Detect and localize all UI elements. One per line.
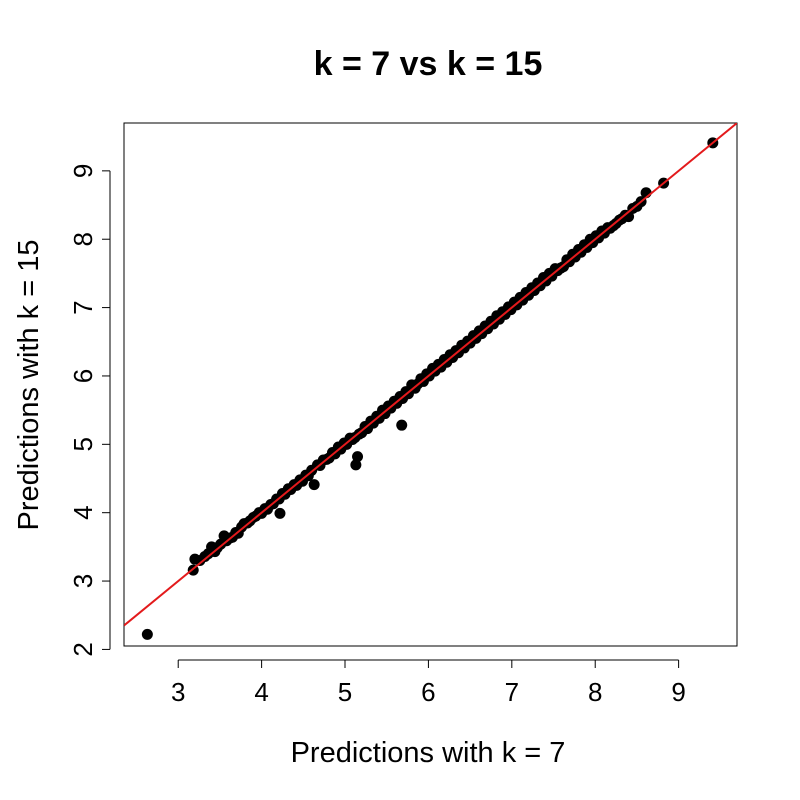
data-points (141, 137, 719, 640)
y-tick-label: 8 (68, 232, 98, 246)
y-axis: 2 3 4 5 6 7 8 9 (68, 164, 111, 657)
data-point (396, 419, 408, 431)
x-axis: 3 4 5 6 7 8 9 (171, 659, 686, 707)
data-point (350, 459, 362, 471)
plot-frame (123, 122, 738, 647)
y-tick-label: 7 (68, 300, 98, 314)
identity-reference-line (124, 123, 737, 627)
data-point (352, 451, 364, 463)
x-tick-label: 5 (338, 677, 352, 707)
y-tick-label: 2 (68, 642, 98, 656)
x-tick-label: 3 (171, 677, 185, 707)
x-tick-label: 6 (421, 677, 435, 707)
y-tick-label: 5 (68, 437, 98, 451)
chart-title: k = 7 vs k = 15 (314, 45, 543, 83)
y-tick-label: 6 (68, 369, 98, 383)
data-point (308, 479, 320, 491)
data-point (274, 507, 286, 519)
y-axis-label: Predictions with k = 15 (13, 240, 45, 531)
x-tick-label: 4 (254, 677, 268, 707)
y-tick-label: 4 (68, 505, 98, 519)
x-tick-label: 9 (671, 677, 685, 707)
y-tick-label: 3 (68, 574, 98, 588)
x-tick-label: 7 (505, 677, 519, 707)
x-tick-label: 8 (588, 677, 602, 707)
x-axis-label: Predictions with k = 7 (291, 737, 566, 769)
y-tick-label: 9 (68, 164, 98, 178)
data-point (141, 628, 153, 640)
